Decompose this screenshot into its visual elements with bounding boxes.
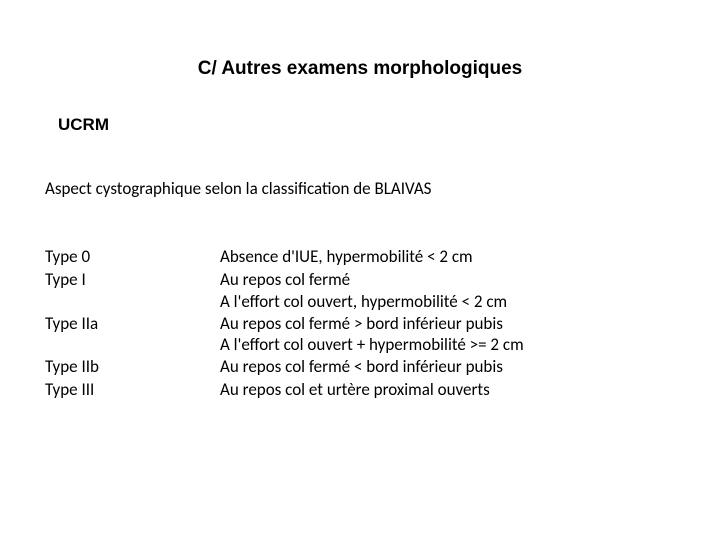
page-title: C/ Autres examens morphologiques bbox=[0, 58, 720, 80]
table-row: Type I Au repos col ferméA l'effort col … bbox=[45, 269, 675, 313]
table-row: Type IIa Au repos col fermé > bord infér… bbox=[45, 313, 675, 357]
section-subhead: UCRM bbox=[58, 115, 109, 135]
type-label: Type III bbox=[45, 379, 220, 402]
type-description: Absence d'IUE, hypermobilité < 2 cm bbox=[220, 246, 675, 268]
type-description: Au repos col et urtère proximal ouverts bbox=[220, 379, 675, 401]
type-description: Au repos col fermé > bord inférieur pubi… bbox=[220, 313, 675, 357]
type-label: Type I bbox=[45, 269, 220, 292]
table-row: Type 0 Absence d'IUE, hypermobilité < 2 … bbox=[45, 246, 675, 269]
classification-description: Aspect cystographique selon la classific… bbox=[45, 178, 431, 199]
type-label: Type IIa bbox=[45, 313, 220, 336]
classification-table: Type 0 Absence d'IUE, hypermobilité < 2 … bbox=[45, 246, 675, 402]
table-row: Type III Au repos col et urtère proximal… bbox=[45, 379, 675, 402]
type-description: Au repos col fermé < bord inférieur pubi… bbox=[220, 356, 675, 378]
table-row: Type IIb Au repos col fermé < bord infér… bbox=[45, 356, 675, 379]
type-label: Type IIb bbox=[45, 356, 220, 379]
type-label: Type 0 bbox=[45, 246, 220, 269]
type-description: Au repos col ferméA l'effort col ouvert,… bbox=[220, 269, 675, 313]
